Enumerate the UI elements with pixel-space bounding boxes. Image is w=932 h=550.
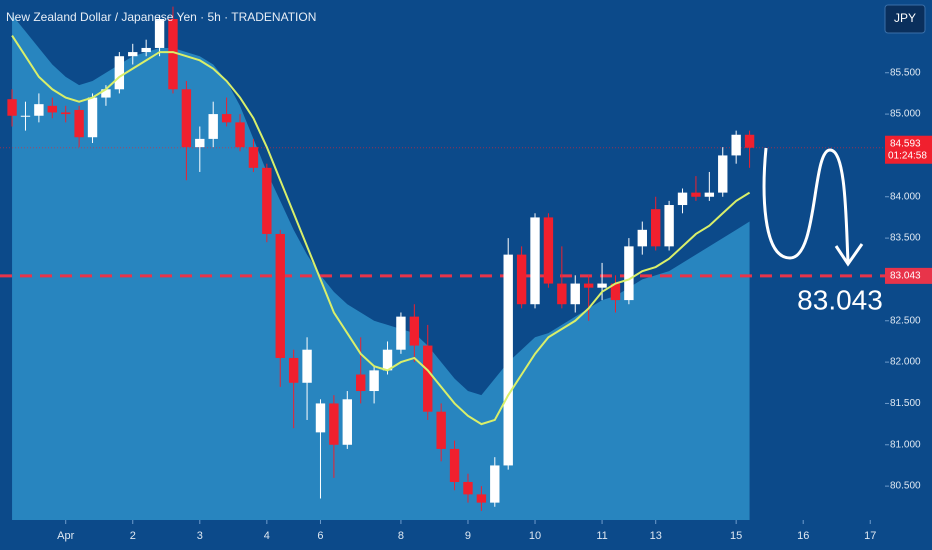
candle-body	[288, 357, 299, 383]
last-price-box	[885, 135, 932, 164]
x-tick-label: 9	[465, 530, 471, 542]
arrow-head	[834, 243, 864, 267]
candle-body	[302, 349, 312, 383]
x-tick-label: 2	[130, 530, 136, 542]
candle-body	[744, 134, 755, 148]
y-tick-label: 82.000	[890, 357, 921, 368]
candle-body	[704, 192, 715, 197]
y-tick-label: 83.500	[890, 233, 921, 244]
candle-body	[34, 104, 44, 116]
candle-body	[409, 316, 420, 346]
candle-body	[463, 481, 473, 495]
x-tick-label: 8	[398, 530, 404, 542]
candle-body	[74, 109, 84, 138]
y-tick-label: 84.000	[890, 191, 921, 202]
x-tick-label: 10	[529, 530, 541, 542]
candle-body	[101, 89, 111, 98]
candle-body	[262, 167, 272, 234]
candle-body	[718, 155, 728, 193]
arrow-path	[762, 147, 850, 263]
countdown-label: 01:24:58	[888, 150, 927, 161]
y-tick-label: 80.500	[890, 481, 921, 492]
candle-body	[356, 374, 366, 392]
candle-body	[275, 233, 285, 358]
candle-body	[154, 19, 165, 48]
candle-body	[315, 403, 326, 433]
candle-body	[235, 122, 245, 148]
candle-body	[503, 254, 513, 466]
candle-body	[342, 399, 352, 445]
candle-body	[637, 229, 647, 247]
candle-body	[731, 134, 741, 156]
candle-body	[691, 192, 701, 197]
target-annotation: 83.043	[797, 284, 883, 315]
candle-body	[168, 19, 178, 90]
x-tick-label: 13	[650, 530, 662, 542]
candle-body	[329, 403, 339, 445]
last-price-label: 84.593	[890, 138, 921, 149]
candle-body	[47, 105, 57, 113]
y-tick-label: 85.500	[890, 67, 921, 78]
candle-body	[195, 138, 205, 148]
candle-body	[7, 99, 17, 116]
target-axis-label: 83.043	[890, 271, 921, 282]
x-tick-label: Apr	[57, 530, 74, 542]
x-tick-label: 3	[197, 530, 203, 542]
candle-body	[583, 283, 594, 288]
y-tick-label: 81.000	[890, 439, 921, 450]
y-tick-label: 85.000	[890, 109, 921, 120]
candle-body	[570, 283, 580, 305]
candle-body	[516, 254, 527, 305]
candle-body	[664, 205, 674, 247]
candle-body	[423, 345, 433, 412]
candle-body	[248, 147, 259, 168]
candle-body	[449, 448, 460, 482]
candle-body	[651, 209, 661, 247]
candle-body	[610, 283, 621, 301]
target-box	[885, 267, 932, 284]
candle-body	[20, 115, 31, 117]
candle-body	[382, 349, 393, 371]
candle-body	[436, 411, 446, 449]
candle-body	[530, 217, 540, 305]
y-tick-label: 81.500	[890, 398, 921, 409]
currency-button[interactable]	[884, 4, 926, 34]
x-tick-label: 4	[264, 530, 270, 542]
ma-line	[11, 35, 751, 426]
candle-body	[128, 52, 138, 57]
chart-title: New Zealand Dollar / Japanese Yen · 5h ·…	[6, 10, 316, 24]
candle-body	[61, 112, 71, 115]
x-tick-label: 17	[864, 530, 876, 542]
x-tick-label: 11	[596, 530, 607, 542]
candle-body	[114, 56, 125, 90]
candle-body	[141, 47, 151, 53]
candle-body	[208, 114, 218, 139]
candle-body	[476, 494, 487, 503]
candle-body	[543, 217, 554, 284]
y-tick-label: 82.500	[890, 315, 921, 326]
candle-body	[181, 89, 192, 148]
candle-body	[221, 114, 232, 123]
candle-body	[87, 97, 98, 138]
currency-label[interactable]: JPY	[894, 11, 916, 25]
candle-body	[369, 370, 379, 392]
x-tick-label: 16	[797, 530, 809, 542]
candle-body	[597, 283, 607, 288]
candle-body	[557, 283, 567, 305]
candle-body	[624, 246, 634, 301]
x-tick-label: 15	[730, 530, 742, 542]
x-tick-label: 6	[317, 530, 323, 542]
candle-body	[396, 316, 406, 350]
candle-body	[677, 192, 688, 206]
candle-body	[490, 465, 500, 503]
plot-area	[0, 6, 885, 520]
